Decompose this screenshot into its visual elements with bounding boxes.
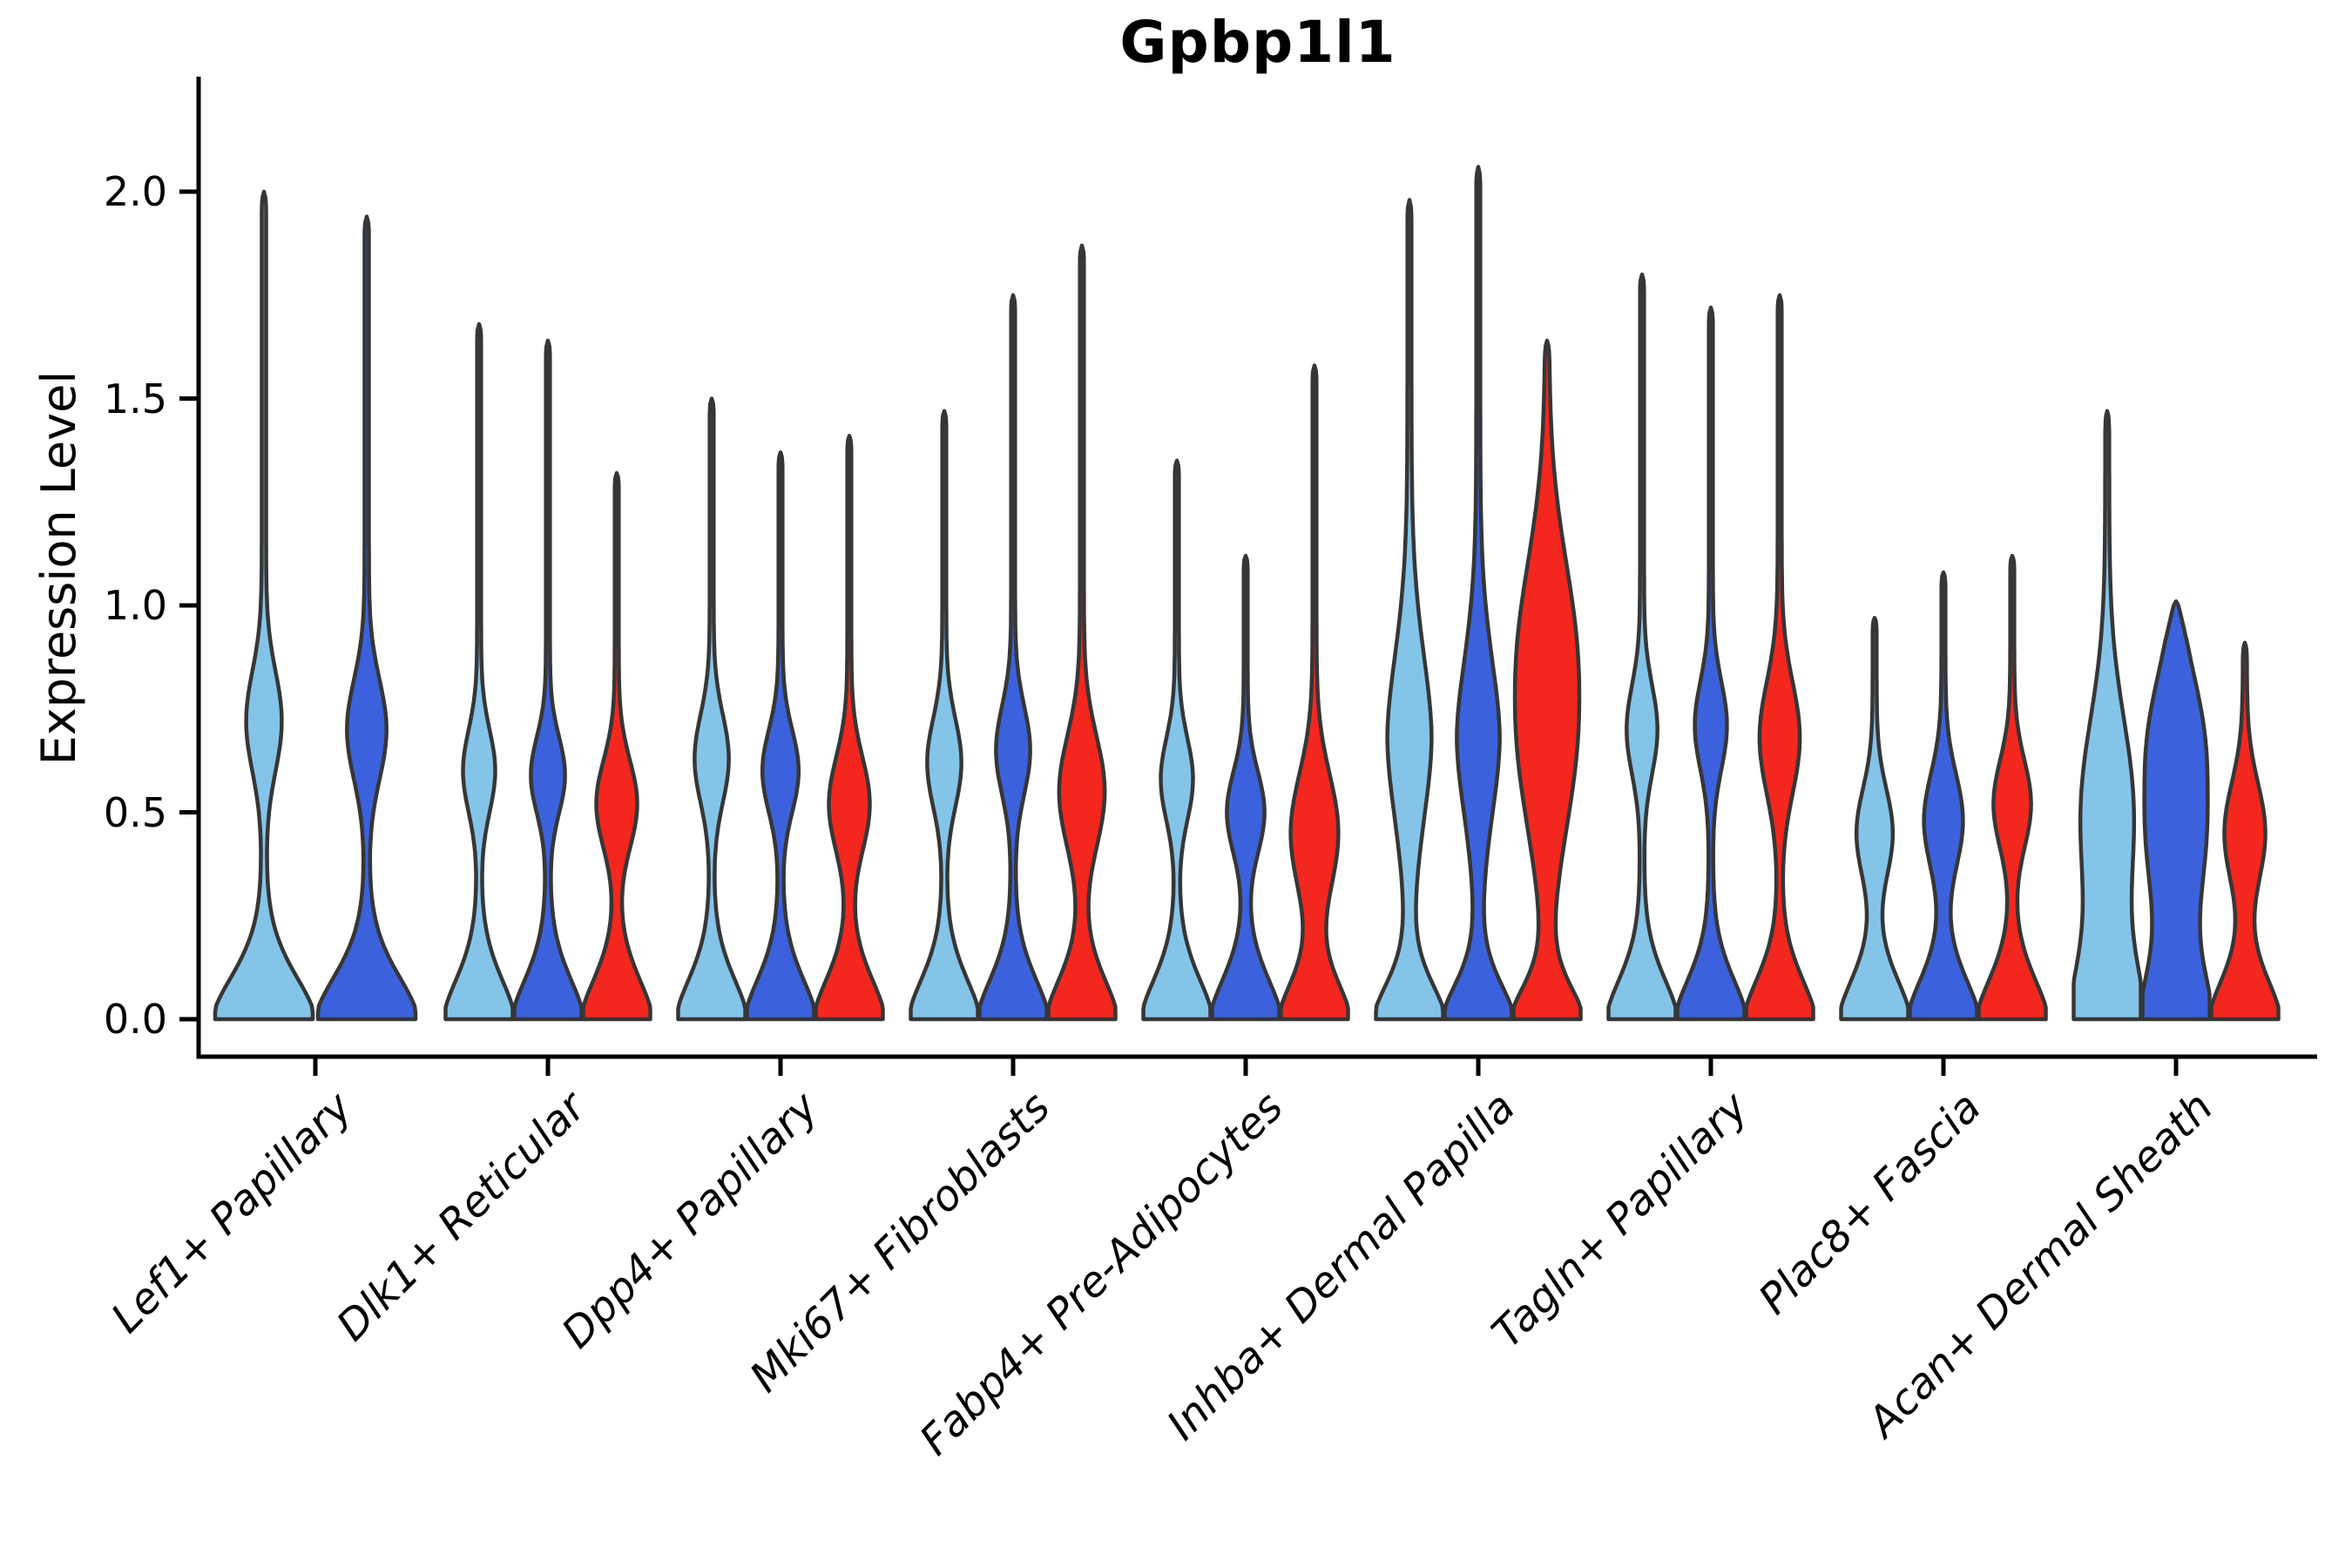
violin-inhba-group-darkblue xyxy=(1443,165,1514,1022)
chart-title: Gpbp1l1 xyxy=(1119,9,1396,76)
violin-mki67-group-lightblue xyxy=(909,409,980,1022)
violin-dpp4-group-darkblue xyxy=(745,450,816,1022)
y-tick-label: 2.0 xyxy=(103,168,167,215)
violin-mki67-group-darkblue xyxy=(977,293,1049,1022)
violin-fabp4-group-red xyxy=(1279,363,1350,1022)
y-tick-label: 1.5 xyxy=(103,375,167,422)
violin-dlk1-group-darkblue xyxy=(512,338,584,1022)
violin-dpp4-group-red xyxy=(814,434,885,1022)
violin-plac8-group-red xyxy=(1977,553,2048,1022)
violin-tagln-group-darkblue xyxy=(1675,305,1747,1022)
violin-lef1-group-darkblue xyxy=(315,214,418,1022)
violin-mki67-group-red xyxy=(1046,243,1118,1022)
y-tick-label: 0.0 xyxy=(103,996,167,1043)
violin-tagln-group-red xyxy=(1744,293,1815,1022)
violin-fabp4-group-lightblue xyxy=(1141,458,1213,1022)
violin-inhba-group-lightblue xyxy=(1374,198,1445,1022)
violin-lef1-group-lightblue xyxy=(213,189,315,1022)
violin-acan-group-darkblue xyxy=(2140,599,2212,1022)
violin-acan-group-red xyxy=(2209,640,2281,1022)
violin-dlk1-group-red xyxy=(581,470,652,1022)
violin-tagln-group-lightblue xyxy=(1606,272,1678,1022)
violin-dpp4-group-lightblue xyxy=(676,396,747,1022)
violin-dlk1-group-lightblue xyxy=(443,321,515,1022)
y-tick-label: 0.5 xyxy=(103,788,167,836)
violin-plac8-group-lightblue xyxy=(1839,616,1910,1022)
violin-plac8-group-darkblue xyxy=(1908,570,1979,1022)
y-tick-label: 1.0 xyxy=(103,582,167,629)
violin-inhba-group-red xyxy=(1511,338,1583,1022)
violin-fabp4-group-darkblue xyxy=(1210,553,1281,1022)
y-axis-label: Expression Level xyxy=(31,370,86,766)
violin-acan-group-lightblue xyxy=(2072,409,2143,1022)
